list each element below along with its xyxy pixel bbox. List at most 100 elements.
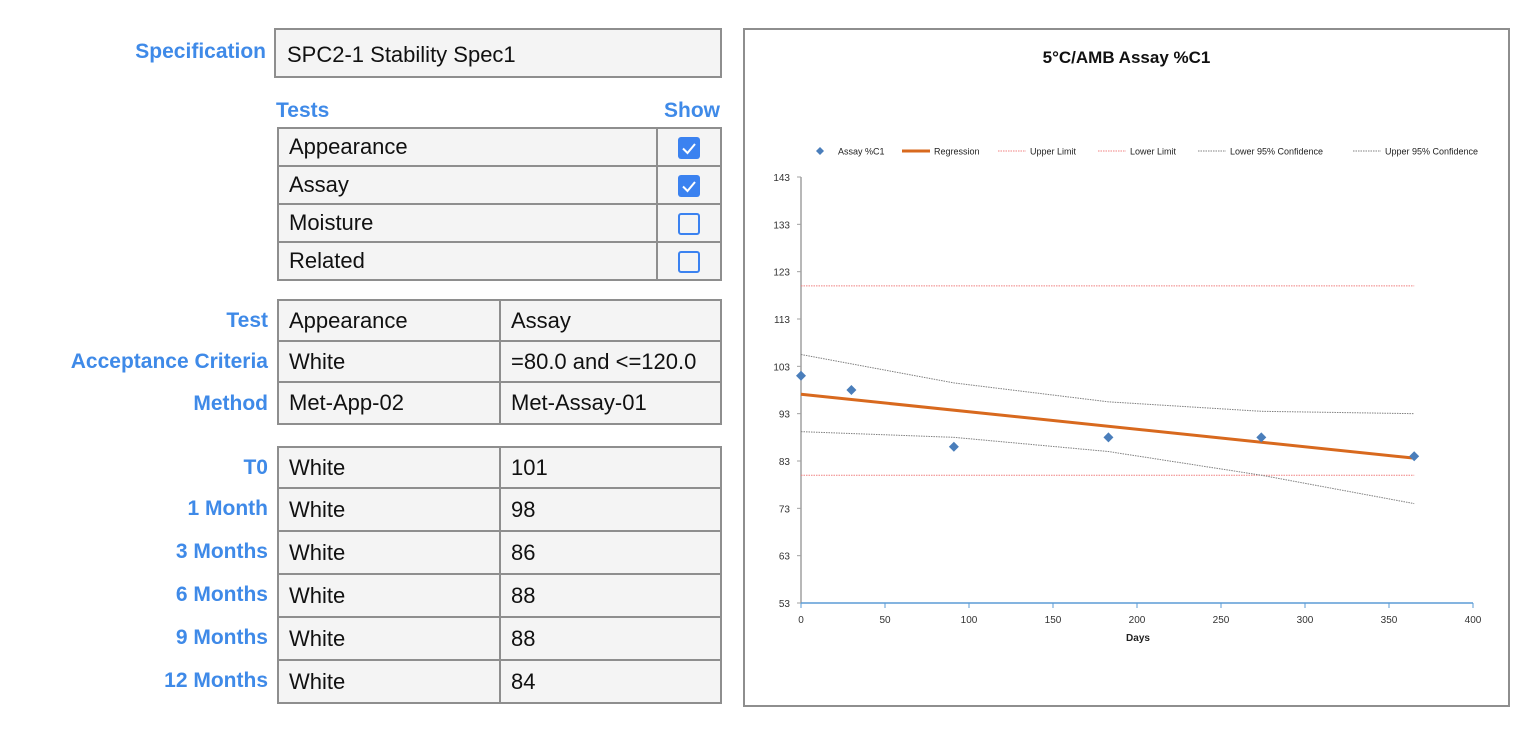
show-checkbox-appearance[interactable] <box>678 137 700 160</box>
x-tick-label: 150 <box>1045 615 1062 626</box>
test-row-moisture[interactable]: Moisture <box>277 203 722 243</box>
tests-list: Appearance Assay Moisture Related <box>277 127 722 281</box>
checkmark-icon <box>682 181 696 193</box>
cell: White <box>277 446 501 489</box>
cell: White <box>277 530 501 575</box>
timepoint-label-t0: T0 <box>243 456 268 479</box>
y-tick-label: 53 <box>779 599 791 610</box>
result-row: White 101 <box>277 446 722 489</box>
y-tick-label: 83 <box>779 457 791 468</box>
show-cell <box>656 127 722 167</box>
test-name: Appearance <box>277 127 658 167</box>
legend-label: Lower Limit <box>1130 147 1177 157</box>
show-cell <box>656 165 722 205</box>
x-tick-label: 50 <box>879 615 891 626</box>
test-row-related[interactable]: Related <box>277 241 722 281</box>
cell: White <box>277 487 501 532</box>
test-name: Moisture <box>277 203 658 243</box>
stability-chart: 5°C/AMB Assay %C1 143 133 123 113 103 93 83 73 6… <box>743 28 1510 707</box>
x-tick-label: 300 <box>1297 615 1314 626</box>
x-tick-label: 100 <box>961 615 978 626</box>
test-row-assay[interactable]: Assay <box>277 165 722 205</box>
cell: 88 <box>499 573 722 618</box>
series-line <box>800 431 1415 505</box>
cell: 98 <box>499 487 722 532</box>
show-checkbox-related[interactable] <box>678 251 700 274</box>
acceptance-criteria-label: Acceptance Criteria <box>70 350 268 373</box>
result-row: White 88 <box>277 616 722 661</box>
cell: White <box>277 659 501 704</box>
x-axis-label: Days <box>1126 633 1150 644</box>
test-name: Assay <box>277 165 658 205</box>
legend-label: Lower 95% Confidence <box>1230 147 1323 157</box>
y-tick-label: 73 <box>779 504 791 515</box>
results-table: White 101 White 98 White 86 White 88 Whi… <box>277 446 722 704</box>
data-point-marker <box>1409 451 1420 462</box>
y-tick-label: 103 <box>773 362 790 373</box>
test-row-appearance[interactable]: Appearance <box>277 127 722 167</box>
show-cell <box>656 241 722 281</box>
data-point-marker <box>1256 432 1267 443</box>
specification-value: SPC2-1 Stability Spec1 <box>287 42 516 67</box>
legend-label: Assay %C1 <box>838 147 885 157</box>
chart-plot: 143 133 123 113 103 93 83 73 63 53 0 50 100 150 200 250… <box>773 147 1482 645</box>
x-tick-label: 200 <box>1129 615 1146 626</box>
x-tick-label: 250 <box>1213 615 1230 626</box>
timepoint-label-3m: 3 Months <box>175 540 268 563</box>
specification-field[interactable]: SPC2-1 Stability Spec1 <box>274 28 722 78</box>
x-tick-label: 350 <box>1381 615 1398 626</box>
cell: White <box>277 573 501 618</box>
data-point-marker <box>796 370 806 381</box>
y-tick-label: 93 <box>779 410 791 421</box>
data-point-marker <box>948 441 959 452</box>
data-point-marker <box>1103 432 1114 443</box>
timepoint-label-1m: 1 Month <box>187 497 268 520</box>
y-tick-label: 133 <box>773 220 790 231</box>
legend-label: Upper Limit <box>1030 147 1077 157</box>
specification-label: Specification <box>135 40 266 63</box>
cell: White <box>277 340 501 383</box>
details-row: Met-App-02 Met-Assay-01 <box>277 381 722 425</box>
show-cell <box>656 203 722 243</box>
test-label: Test <box>226 309 268 332</box>
show-header: Show <box>664 99 720 122</box>
cell: 101 <box>499 446 722 489</box>
details-table: Appearance Assay White =80.0 and <=120.0… <box>277 299 722 425</box>
tests-header: Tests <box>276 99 330 122</box>
cell: =80.0 and <=120.0 <box>499 340 722 383</box>
series-line <box>800 392 1415 460</box>
x-tick-label: 400 <box>1465 615 1482 626</box>
y-tick-label: 113 <box>774 315 790 326</box>
timepoint-label-9m: 9 Months <box>175 626 268 649</box>
checkmark-icon <box>682 143 696 155</box>
show-checkbox-assay[interactable] <box>678 175 700 198</box>
timepoint-label-12m: 12 Months <box>164 669 268 692</box>
data-point-marker <box>846 385 857 395</box>
cell: 86 <box>499 530 722 575</box>
result-row: White 88 <box>277 573 722 618</box>
timepoint-label-6m: 6 Months <box>175 583 268 606</box>
details-row: White =80.0 and <=120.0 <box>277 340 722 383</box>
y-tick-label: 63 <box>779 552 791 563</box>
result-row: White 86 <box>277 530 722 575</box>
chart-title: 5°C/AMB Assay %C1 <box>1042 48 1211 67</box>
cell: Met-Assay-01 <box>499 381 722 425</box>
result-row: White 84 <box>277 659 722 704</box>
cell: Appearance <box>277 299 501 342</box>
cell: Assay <box>499 299 722 342</box>
y-tick-label: 123 <box>773 268 790 279</box>
test-name: Related <box>277 241 658 281</box>
cell: 88 <box>499 616 722 661</box>
cell: Met-App-02 <box>277 381 501 425</box>
legend-marker-icon <box>816 147 824 155</box>
y-tick-label: 143 <box>773 173 790 184</box>
result-row: White 98 <box>277 487 722 532</box>
cell: White <box>277 616 501 661</box>
x-tick-label: 0 <box>798 615 804 626</box>
show-checkbox-moisture[interactable] <box>678 213 700 236</box>
legend-label: Regression <box>934 147 980 157</box>
method-label: Method <box>193 392 268 415</box>
legend-label: Upper 95% Confidence <box>1385 147 1478 157</box>
series-line <box>800 354 1415 415</box>
cell: 84 <box>499 659 722 704</box>
